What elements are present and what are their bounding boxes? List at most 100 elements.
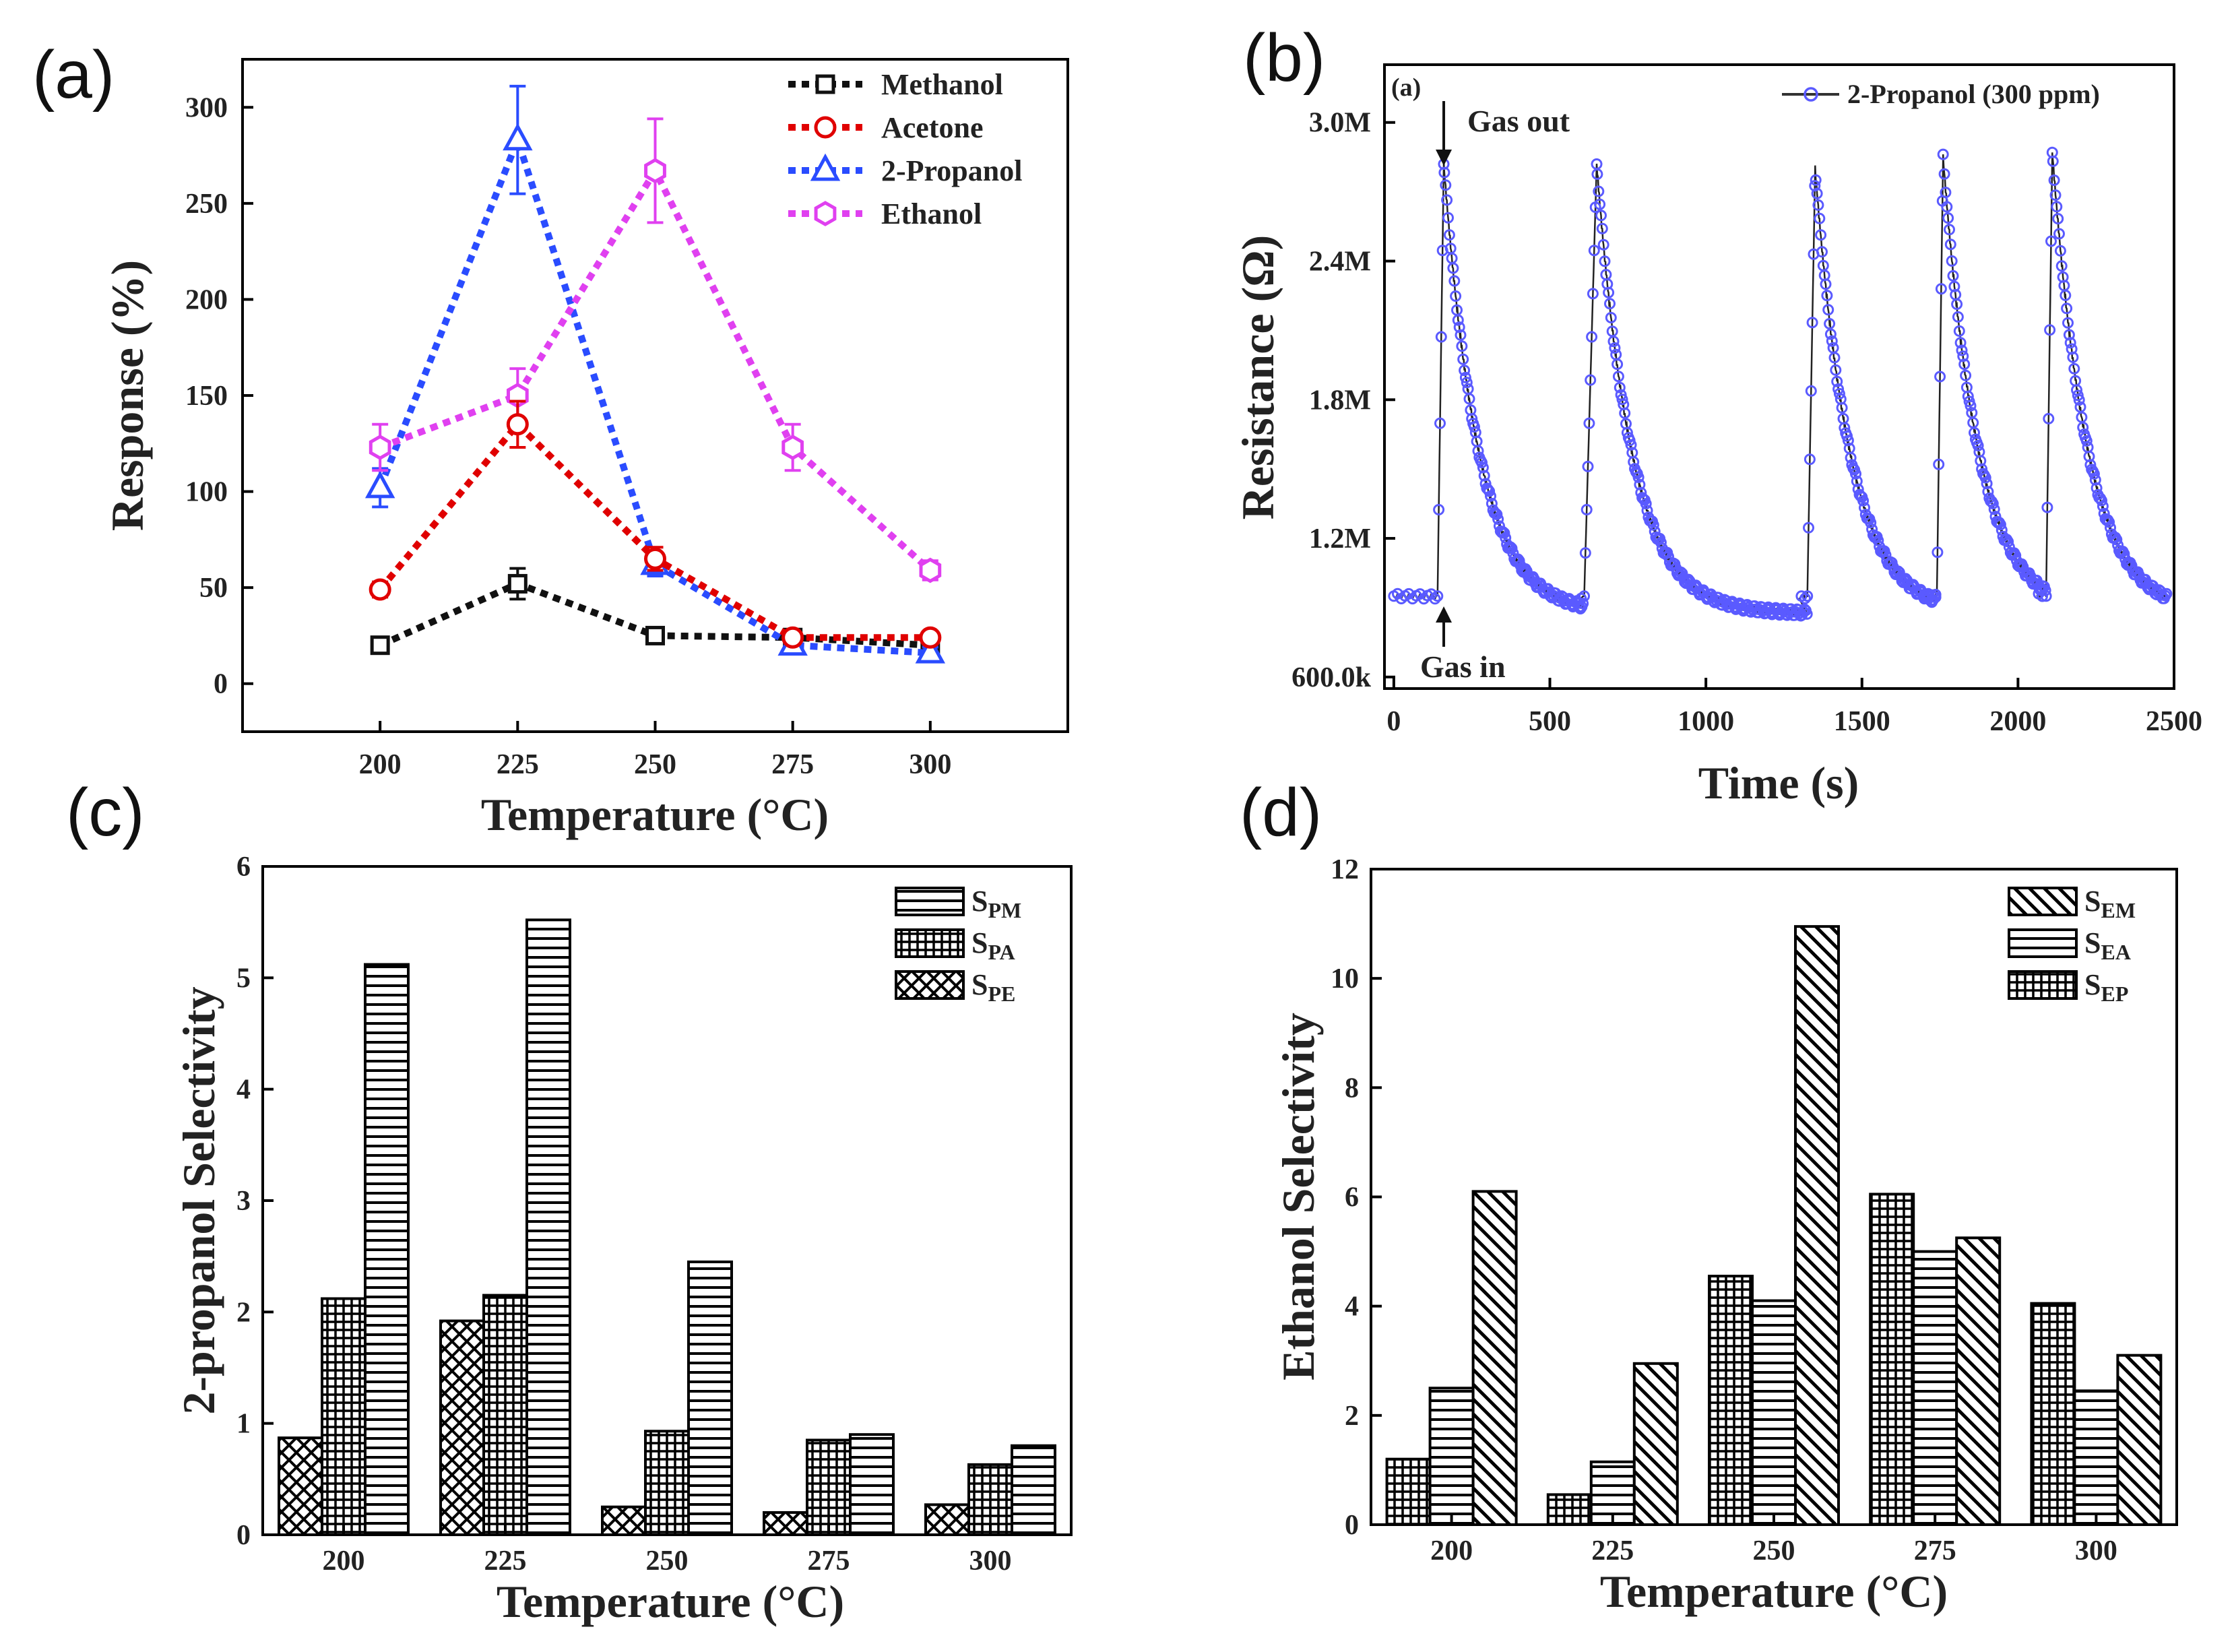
- chart-a-response-vs-temperature: 200 225 250 275 300 0 50 100 150 200 250 300 Temper…: [102, 58, 1069, 840]
- chart-b-point: [1836, 402, 1848, 414]
- chart-b-point: [1433, 504, 1445, 515]
- chart-d-ytick-label: 8: [1345, 1073, 1359, 1104]
- chart-b-point: [1595, 210, 1607, 222]
- chart-b-point: [1944, 239, 1956, 251]
- chart-c-bar-pe: [278, 1436, 323, 1536]
- chart-b-point: [1865, 517, 1877, 529]
- chart-d-xtick-label: 225: [1591, 1535, 1634, 1566]
- chart-a-xtick-label: 300: [909, 749, 951, 780]
- chart-b-point: [1942, 212, 1954, 224]
- chart-d-bar-ep: [1708, 1275, 1754, 1526]
- chart-d-legend-swatch: [2008, 887, 2078, 916]
- chart-b-point: [2045, 235, 2057, 247]
- chart-a-ytick-label: 50: [199, 573, 228, 604]
- chart-b-point: [1440, 179, 1452, 191]
- chart-a-point-methanol: [645, 625, 665, 645]
- chart-b-point: [1996, 524, 2008, 536]
- chart-b-point: [1577, 598, 1589, 610]
- chart-a-point-ethanol: [644, 158, 666, 184]
- chart-b-point: [2096, 495, 2107, 507]
- chart-b-point: [1832, 383, 1845, 395]
- chart-b-point: [1647, 519, 1659, 531]
- chart-b-point: [2111, 534, 2123, 546]
- chart-b-xtick-label: 2000: [1989, 706, 2046, 737]
- chart-a-legend: Methanol Acetone 2-Propanol Ethanol: [788, 68, 1022, 230]
- chart-b-point: [1463, 393, 1475, 405]
- chart-d-xtick-label: 200: [1430, 1535, 1473, 1566]
- chart-b-point: [1429, 593, 1441, 605]
- chart-b-point: [1932, 546, 1944, 559]
- chart-b-point: [1447, 262, 1459, 274]
- chart-b-point: [1582, 460, 1594, 472]
- chart-b-point: [1859, 502, 1870, 514]
- chart-b-point: [1655, 536, 1667, 548]
- chart-b-point: [1960, 369, 1972, 381]
- chart-b-point: [1812, 199, 1824, 211]
- chart-b-point: [1810, 174, 1822, 186]
- chart-a-ytick-label: 200: [185, 284, 228, 315]
- chart-b-inner-label: (a): [1391, 73, 1421, 102]
- panel-label-c: (c): [66, 775, 145, 850]
- chart-b-ytick-label: 1.2M: [1309, 523, 1371, 554]
- chart-b-point: [1824, 328, 1837, 340]
- chart-d-bar-ep: [1869, 1193, 1915, 1526]
- chart-b-point: [2068, 362, 2080, 375]
- chart-c-legend-label-sub: PE: [988, 982, 1015, 1006]
- chart-c-bar-pm: [849, 1433, 895, 1536]
- chart-b-point: [1944, 224, 1955, 236]
- chart-c-legend-label-base: S: [971, 926, 988, 959]
- chart-a-ytick-label: 150: [185, 381, 228, 412]
- chart-b-xtick-label: 1500: [1834, 706, 1890, 737]
- chart-b-xtick-label: 500: [1529, 706, 1571, 737]
- chart-b-point: [1975, 455, 1987, 467]
- chart-b-point: [1614, 381, 1626, 393]
- chart-b-point: [1830, 364, 1842, 376]
- chart-b-point: [2049, 189, 2062, 201]
- chart-b-point: [1994, 519, 2006, 531]
- chart-a-legend-marker: [815, 74, 835, 94]
- chart-b-point: [1953, 325, 1965, 337]
- chart-d-bar-em: [1955, 1236, 2002, 1526]
- chart-b-point: [2055, 260, 2068, 272]
- chart-b-xtick-label: 1000: [1678, 706, 1734, 737]
- chart-d-xlabel: Temperature (°C): [1600, 1566, 1948, 1617]
- chart-b-point: [1594, 198, 1606, 210]
- chart-b-point: [2103, 516, 2115, 528]
- chart-c-ytick-label: 2: [236, 1297, 251, 1328]
- chart-c-bar-pe: [924, 1503, 970, 1537]
- chart-c-ytick-label: 6: [236, 852, 251, 883]
- chart-b-point: [1583, 417, 1595, 429]
- chart-b-point: [2161, 587, 2173, 600]
- chart-d-legend-label: SEM: [2084, 885, 2136, 922]
- chart-b-point: [1491, 509, 1503, 520]
- chart-a-ytick-label: 300: [185, 92, 228, 123]
- chart-b-point: [1450, 290, 1462, 302]
- chart-b-point: [1820, 278, 1832, 290]
- chart-a-legend-label: 2-Propanol: [881, 154, 1022, 187]
- chart-c-bar-pa: [321, 1297, 366, 1536]
- chart-a-xtick-label: 225: [497, 749, 539, 780]
- chart-d-ytick-label: 12: [1331, 854, 1359, 885]
- chart-b-point: [1828, 352, 1841, 364]
- chart-b-point: [1498, 527, 1510, 539]
- chart-b-point: [1952, 311, 1964, 323]
- chart-b-point: [1957, 350, 1969, 362]
- chart-b-point: [1468, 421, 1480, 433]
- chart-b-point: [1452, 314, 1464, 326]
- chart-a-point-acetone: [781, 626, 804, 649]
- chart-c-bar-pe: [439, 1319, 485, 1537]
- chart-b-point: [1459, 371, 1471, 383]
- chart-b-point: [1593, 185, 1605, 197]
- chart-b-point: [1815, 229, 1827, 241]
- chart-b-point: [2064, 337, 2076, 349]
- chart-b-point: [1632, 472, 1645, 483]
- chart-b-point: [2043, 412, 2055, 424]
- chart-b-point: [1850, 468, 1861, 480]
- chart-d-bar-ea: [1751, 1299, 1797, 1527]
- chart-b-point: [2067, 351, 2079, 363]
- chart-b-arrowhead-gas-in: [1436, 606, 1453, 623]
- chart-a-point-acetone: [644, 547, 666, 570]
- chart-c-bar-pa: [482, 1294, 528, 1536]
